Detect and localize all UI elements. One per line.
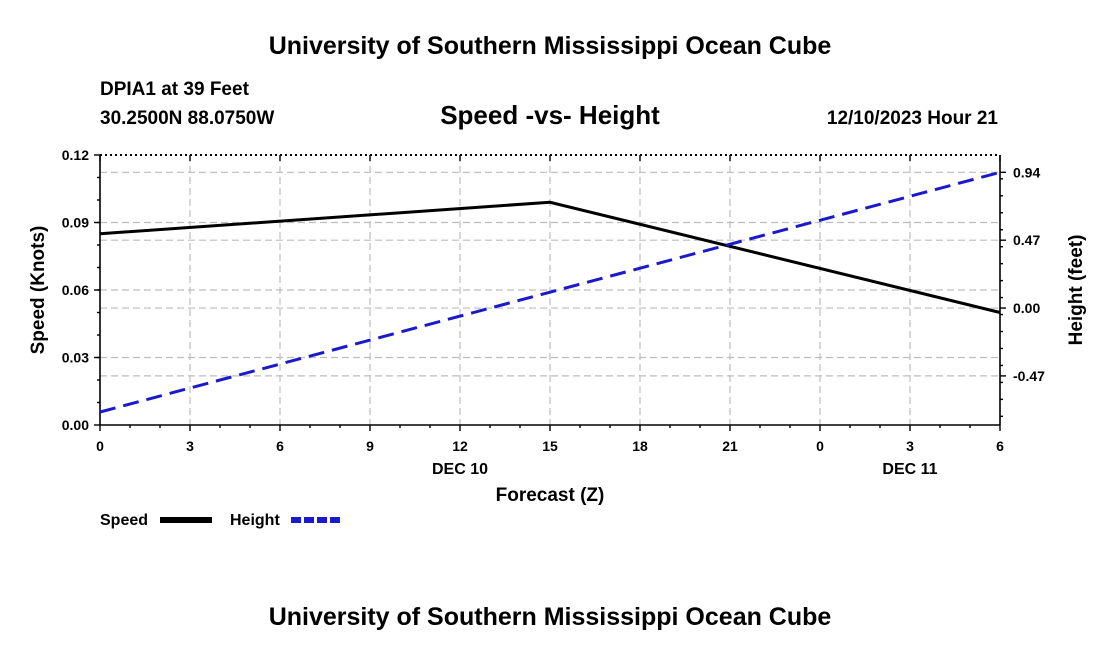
page-title: University of Southern Mississippi Ocean… [269,32,832,60]
gridlines [100,155,1000,425]
speed-series-line [99,200,1001,314]
y-right-axis-title: Height (feet) [1066,235,1087,346]
y-left-tick-label: 0.00 [62,417,89,433]
height-series-line [99,170,1001,414]
x-date-label: DEC 11 [882,461,937,478]
y-left-tick-label: 0.09 [62,215,89,231]
x-date-labels: DEC 10 DEC 11 [432,461,938,478]
x-tick-label: 15 [542,438,558,454]
y-right-tick-label: -0.47 [1013,368,1045,384]
station-label: DPIA1 at 39 Feet [100,79,250,100]
x-tick-label: 3 [186,438,194,454]
y-right-tick-label: 0.94 [1013,164,1040,180]
x-tick-label: 18 [632,438,648,454]
y-left-axis-title: Speed (Knots) [28,226,49,355]
x-tick-label: 3 [906,438,914,454]
x-tick-label: 6 [276,438,284,454]
y-left-tick-label: 0.03 [62,350,89,366]
right-axis-ticks: -0.47 0.00 0.47 0.94 [1000,164,1045,418]
y-right-tick-label: 0.00 [1013,300,1040,316]
legend-height-label: Height [230,512,280,529]
x-tick-label: 0 [816,438,824,454]
datetime-label: 12/10/2023 Hour 21 [827,108,999,129]
coordinates-label: 30.2500N 88.0750W [100,108,274,129]
x-tick-label: 9 [366,438,374,454]
y-right-tick-label: 0.47 [1013,232,1040,248]
y-left-tick-label: 0.06 [62,282,89,298]
x-tick-label: 6 [996,438,1004,454]
footer-title: University of Southern Mississippi Ocean… [269,603,832,631]
y-left-tick-label: 0.12 [62,147,89,163]
left-axis-ticks: 0.00 0.03 0.06 0.09 0.12 [62,147,100,433]
x-axis-title: Forecast (Z) [496,485,605,506]
x-tick-label: 21 [722,438,738,454]
x-date-label: DEC 10 [432,461,488,478]
chart-title: Speed -vs- Height [440,100,660,130]
x-tick-label: 0 [96,438,104,454]
legend-speed-label: Speed [100,512,148,529]
x-axis-ticks: 0 3 6 9 12 15 18 21 0 3 6 [96,155,1004,454]
x-tick-label: 12 [452,438,468,454]
